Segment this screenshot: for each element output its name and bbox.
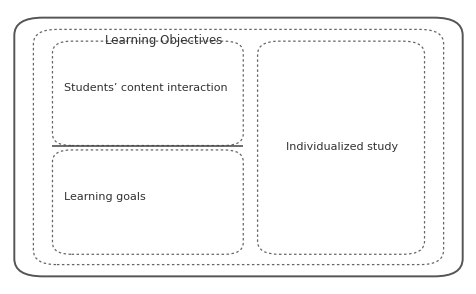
- Text: Learning goals: Learning goals: [64, 192, 146, 202]
- Text: Students’ content interaction: Students’ content interaction: [64, 83, 228, 93]
- Text: Learning Objectives: Learning Objectives: [105, 34, 222, 47]
- Text: Individualized study: Individualized study: [286, 142, 397, 152]
